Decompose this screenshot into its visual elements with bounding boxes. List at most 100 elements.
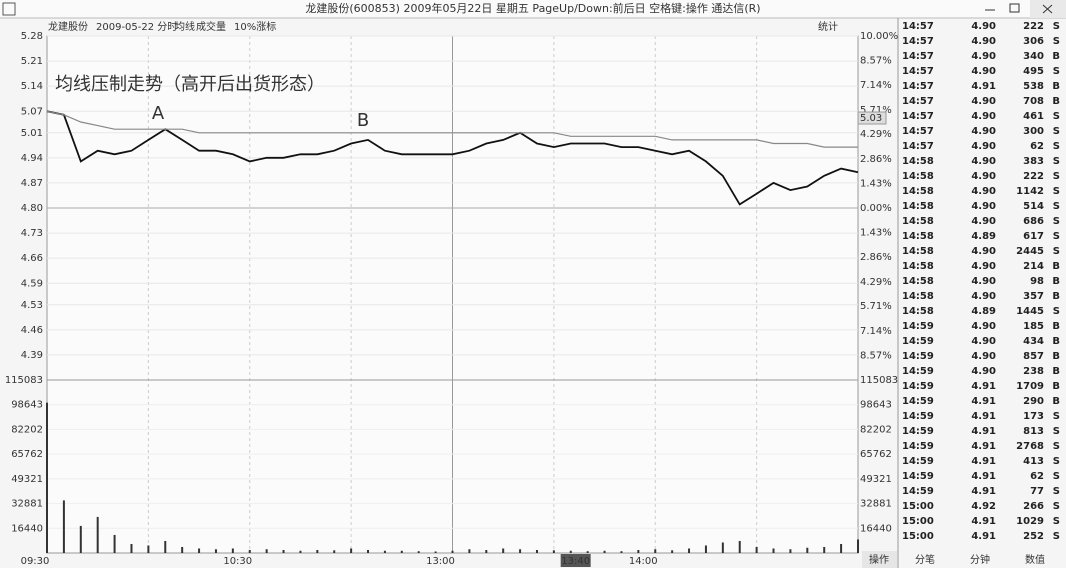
y-tick-label: 5.21 [21, 56, 43, 67]
trade-time: 14:57 [902, 141, 934, 152]
trade-volume: 222 [1023, 21, 1044, 32]
volume-bar [62, 500, 65, 553]
y2-tick-label: 4.29% [860, 129, 892, 140]
window-title: 龙建股份(600853) 2009年05月22日 星期五 PageUp/Down… [305, 1, 760, 15]
volume-bar [857, 539, 859, 553]
volume-bar [417, 551, 420, 553]
trade-side: B [1052, 261, 1060, 272]
stat-button[interactable]: 统计 [818, 20, 838, 33]
trade-row: 14:59 4.91 1709 B [898, 379, 1066, 394]
y-tick-label: 4.94 [21, 153, 43, 164]
volume-bar [198, 548, 201, 553]
trade-volume: 62 [1030, 471, 1044, 482]
y-tick-label: 5.01 [21, 128, 43, 139]
trade-row: 14:58 4.90 98 B [898, 274, 1066, 289]
volume-bar [147, 545, 150, 553]
trade-time: 14:58 [902, 246, 934, 257]
trade-side: B [1052, 366, 1060, 377]
restore-button[interactable] [1009, 3, 1020, 13]
trade-row: 14:58 4.90 2445 S [898, 244, 1066, 259]
tab-label[interactable]: 分钟 [970, 553, 990, 566]
trade-time: 14:57 [902, 36, 934, 47]
volume-bar [721, 542, 724, 553]
trade-row: 14:59 4.91 173 S [898, 409, 1066, 424]
trade-side: S [1052, 141, 1060, 152]
x-tick-label: 13:40 [561, 556, 590, 567]
trade-price: 4.90 [971, 36, 996, 47]
trade-time: 14:58 [902, 216, 934, 227]
trade-price: 4.91 [971, 441, 996, 452]
trade-side: S [1052, 111, 1060, 122]
tab-label[interactable]: 操作 [869, 553, 889, 566]
title-bar [0, 0, 1066, 18]
volume-tick-label: 32881 [11, 499, 43, 510]
tab-label[interactable]: 数值 [1025, 553, 1045, 566]
y2-tick-label: 8.57% [860, 56, 892, 67]
trade-volume: 340 [1023, 51, 1044, 62]
trade-side: S [1052, 411, 1060, 422]
y2-tick-label: 7.14% [860, 80, 892, 91]
volume-tick-label: 49321 [860, 474, 892, 485]
trade-volume: 357 [1023, 291, 1044, 302]
trade-price: 4.90 [971, 216, 996, 227]
tab[interactable] [862, 551, 897, 568]
trade-time: 14:58 [902, 231, 934, 242]
trade-price: 4.91 [971, 456, 996, 467]
trade-price: 4.90 [971, 111, 996, 122]
volume-tick-label: 49321 [11, 474, 43, 485]
trade-volume: 77 [1030, 486, 1044, 497]
trade-volume: 813 [1023, 426, 1044, 437]
trade-volume: 306 [1023, 36, 1044, 47]
trade-time: 14:59 [902, 486, 934, 497]
volume-bar [704, 545, 707, 553]
y2-tick-label: 10.00% [860, 31, 898, 42]
volume-bar [654, 549, 657, 553]
volume-bar [451, 550, 454, 553]
y-tick-label: 4.53 [21, 300, 43, 311]
trade-row: 14:58 4.90 514 S [898, 199, 1066, 214]
limit-toggle[interactable]: 10%涨标 [234, 21, 276, 33]
trade-time: 15:00 [902, 501, 934, 512]
trade-side: S [1052, 231, 1060, 242]
trade-time: 14:58 [902, 201, 934, 212]
trade-time: 14:58 [902, 171, 934, 182]
y-tick-label: 4.59 [21, 278, 43, 289]
trade-row: 15:00 4.91 252 S [898, 529, 1066, 544]
volume-bar [671, 550, 674, 553]
y2-tick-label: 5.71% [860, 105, 892, 116]
volume-bar [434, 551, 437, 553]
trade-row: 14:59 4.91 2768 S [898, 439, 1066, 454]
trade-volume: 2445 [1016, 246, 1044, 257]
y-tick-label: 4.80 [21, 203, 43, 214]
trade-time: 15:00 [902, 516, 934, 527]
trade-volume: 434 [1023, 336, 1044, 347]
trade-price: 4.90 [971, 126, 996, 137]
volume-bar [620, 551, 623, 553]
y-tick-label: 5.28 [21, 31, 43, 42]
trade-time: 14:59 [902, 471, 934, 482]
trade-time: 14:59 [902, 336, 934, 347]
volume-tick-label: 32881 [860, 499, 892, 510]
trade-row: 14:59 4.91 62 S [898, 469, 1066, 484]
trade-time: 14:57 [902, 111, 934, 122]
tab-label[interactable]: 分笔 [915, 553, 935, 566]
trade-time: 14:57 [902, 126, 934, 137]
close-icon [1042, 4, 1053, 14]
trade-time: 14:59 [902, 351, 934, 362]
volume-bar [485, 549, 488, 553]
volume-bar [688, 548, 691, 553]
trade-price: 4.90 [971, 321, 996, 332]
y2-tick-label: 2.86% [860, 252, 892, 263]
trade-volume: 1709 [1016, 381, 1044, 392]
trade-volume: 538 [1023, 81, 1044, 92]
legend-avg: 均线 [175, 20, 195, 33]
trade-price: 4.90 [971, 261, 996, 272]
volume-bar [823, 546, 826, 553]
trade-row: 14:57 4.90 340 B [898, 49, 1066, 64]
y2-tick-label: 8.57% [860, 350, 892, 361]
trade-price: 4.91 [971, 411, 996, 422]
trade-time: 14:58 [902, 276, 934, 287]
trade-row: 14:59 4.90 434 B [898, 334, 1066, 349]
volume-bar [840, 543, 843, 553]
